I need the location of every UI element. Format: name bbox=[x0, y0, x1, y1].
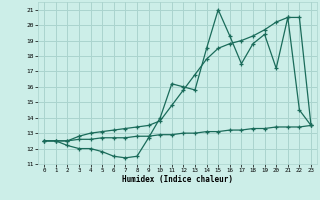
X-axis label: Humidex (Indice chaleur): Humidex (Indice chaleur) bbox=[122, 175, 233, 184]
